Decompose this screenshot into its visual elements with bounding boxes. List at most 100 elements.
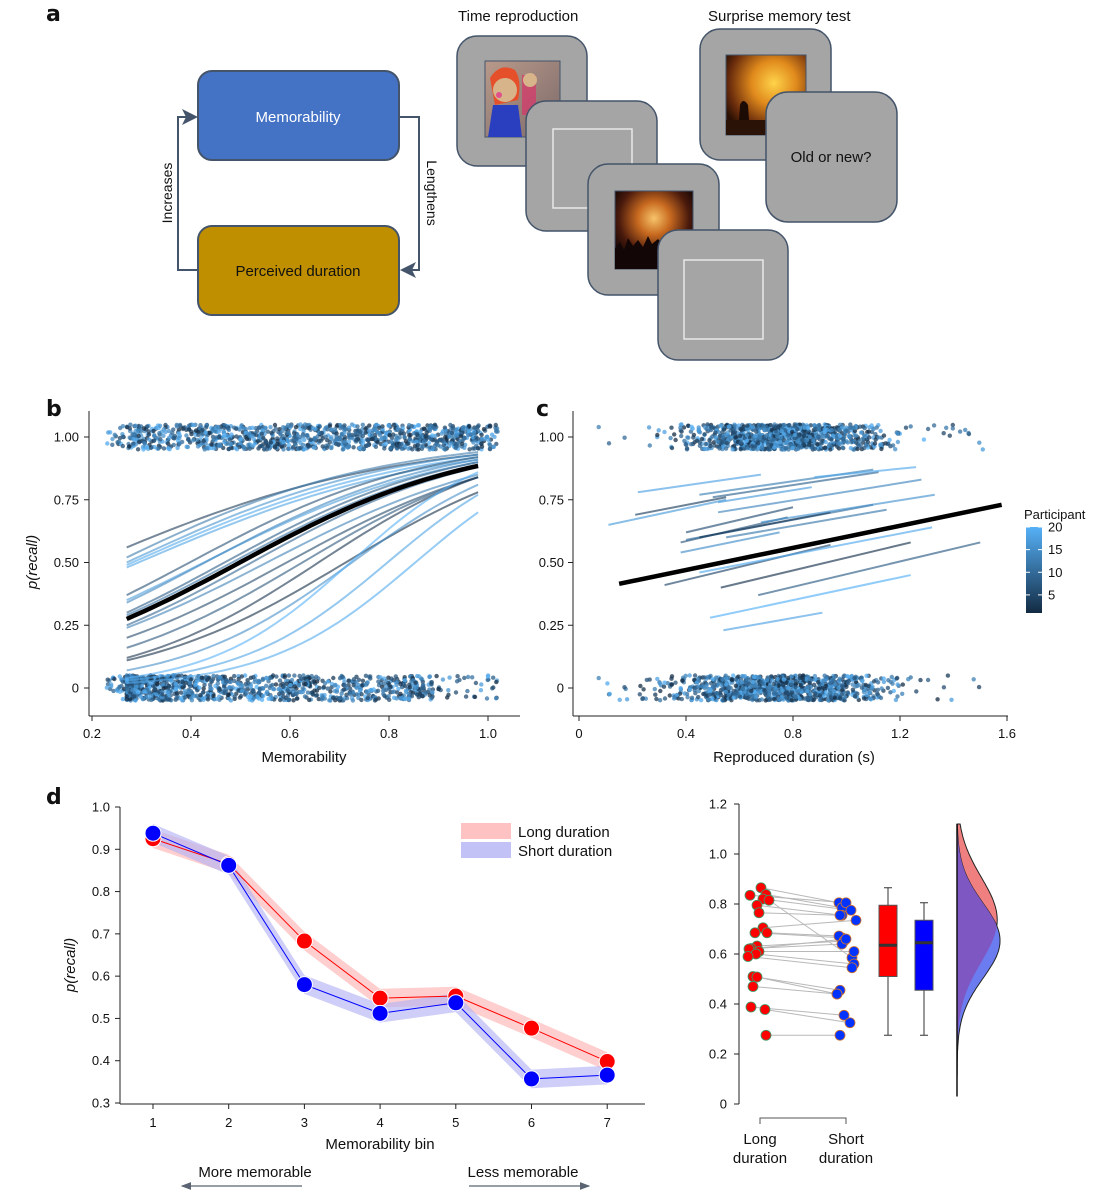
c-trial-point (671, 696, 677, 701)
colorbar-gradient (1026, 527, 1042, 613)
b-trial-point (186, 436, 191, 442)
b-trial-point (354, 692, 359, 697)
b-trial-point (280, 428, 285, 433)
c-trial-point (678, 686, 683, 691)
b-trial-point (409, 423, 414, 429)
b-trial-point (149, 697, 154, 703)
c-trial-point (637, 692, 642, 697)
b-trial-point (440, 677, 446, 682)
b-trial-point (232, 694, 237, 699)
b-trial-point (489, 432, 495, 437)
b-trial-point (466, 428, 472, 434)
b-trial-point (225, 426, 231, 431)
d-point-long (295, 932, 313, 950)
b-trial-point (269, 430, 274, 435)
c-trial-point (818, 697, 823, 702)
b-trial-point (346, 439, 352, 444)
c-trial-point (805, 688, 810, 694)
r-pair-line (764, 1009, 851, 1024)
b-trial-point (447, 675, 452, 680)
b-trial-point (418, 429, 423, 435)
b-trial-point (248, 683, 254, 689)
b-trial-point (479, 682, 484, 687)
b-trial-point (378, 433, 383, 438)
b-trial-point (467, 423, 472, 429)
panel-b-participant-curves (125, 451, 479, 684)
c-trial-point (640, 696, 646, 701)
c-trial-point (786, 675, 791, 681)
b-trial-point (198, 693, 203, 698)
c-trial-point (702, 675, 707, 680)
c-trial-point (662, 429, 667, 435)
b-trial-point (223, 679, 229, 684)
c-trial-point (646, 425, 652, 430)
c-trial-point (772, 681, 777, 687)
b-trial-point (270, 682, 275, 688)
c-trial-point (638, 683, 643, 689)
more-memorable-annotation: More memorable (198, 1164, 311, 1181)
time-reproduction-title: Time reproduction (458, 8, 578, 25)
d-y-tick-label: 0.6 (92, 969, 110, 984)
c-trial-point (708, 427, 714, 433)
c-trial-point (771, 696, 777, 702)
c-trial-point (715, 439, 720, 444)
b-trial-point (329, 444, 334, 450)
c-trial-point (957, 429, 963, 434)
r-point-short (845, 904, 857, 916)
b-trial-point (281, 684, 286, 689)
c-trial-point (723, 446, 729, 451)
c-trial-point (789, 698, 795, 703)
c-trial-point (750, 424, 755, 430)
c-trial-point (777, 440, 783, 445)
b-trial-point (321, 684, 327, 690)
b-trial-point (479, 441, 484, 446)
c-trial-point (731, 673, 736, 678)
c-trial-point (724, 676, 729, 681)
b-trial-point (301, 434, 306, 439)
colorbar-tick-label: 20 (1048, 520, 1062, 535)
b-trial-point (472, 694, 478, 700)
c-trial-point (832, 675, 837, 680)
c-trial-point (669, 445, 675, 451)
b-trial-point (449, 430, 455, 436)
c-trial-point (801, 433, 807, 439)
b-trial-point (376, 679, 381, 684)
c-trial-point (883, 441, 888, 446)
b-trial-point (461, 425, 466, 430)
b-trial-point (292, 431, 297, 436)
c-participant-line (680, 531, 780, 554)
b-trial-point (390, 444, 396, 449)
b-trial-point (216, 443, 221, 449)
d-y-tick-label: 0.8 (92, 884, 110, 899)
b-trial-point (371, 426, 377, 432)
c-participant-line (717, 478, 922, 514)
c-trial-point (816, 426, 821, 431)
b-trial-point (301, 437, 307, 443)
b-participant-curve (126, 476, 479, 639)
b-trial-point (296, 682, 302, 688)
c-trial-point (692, 439, 697, 445)
c-trial-point (816, 680, 821, 685)
b-trial-point (242, 673, 248, 678)
b-trial-point (331, 675, 336, 681)
b-trial-point (254, 684, 259, 690)
b-trial-point (120, 434, 126, 439)
panel-d-y-label: p(recall) (62, 938, 79, 993)
c-trial-point (859, 678, 865, 684)
c-trial-point (850, 682, 855, 687)
b-trial-point (364, 443, 369, 448)
b-trial-point (398, 442, 404, 447)
c-trial-point (895, 682, 900, 687)
d-y-tick-label: 0.9 (92, 842, 110, 857)
c-trial-point (848, 425, 853, 430)
b-trial-point (414, 439, 419, 444)
r-pair-line (752, 986, 838, 995)
b-trial-point (317, 424, 322, 429)
b-trial-point (124, 694, 129, 699)
b-trial-point (363, 426, 368, 432)
b-trial-point (136, 690, 141, 695)
b-trial-point (166, 697, 171, 702)
b-trial-point (291, 698, 296, 703)
b-trial-point (105, 682, 111, 687)
c-trial-point (879, 686, 884, 691)
